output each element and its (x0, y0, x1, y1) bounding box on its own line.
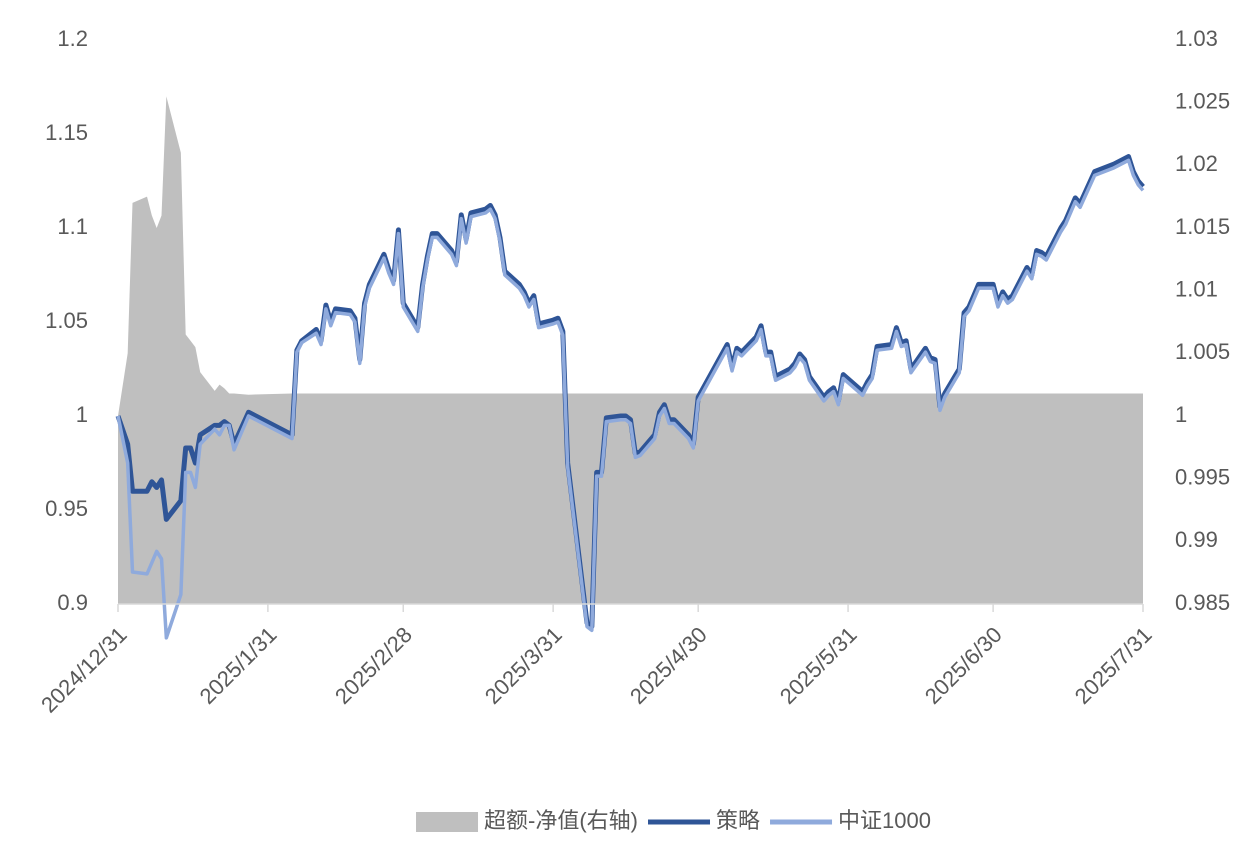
y-tick-label: 0.95 (45, 496, 88, 521)
y-tick-label: 1.1 (57, 214, 88, 239)
legend-swatch (416, 812, 479, 832)
y2-tick-label: 1.03 (1175, 26, 1218, 51)
y2-tick-label: 0.99 (1175, 527, 1218, 552)
y2-tick-label: 1.015 (1175, 214, 1230, 239)
x-tick-label: 2025/2/28 (330, 622, 417, 709)
x-tick-label: 2025/5/31 (775, 622, 862, 709)
y2-tick-label: 1 (1175, 402, 1187, 427)
x-tick-label: 2025/1/31 (195, 622, 282, 709)
x-tick-label: 2025/6/30 (920, 622, 1007, 709)
y2-tick-label: 1.01 (1175, 276, 1218, 301)
legend-label: 中证1000 (838, 808, 931, 833)
y-tick-label: 1.2 (57, 26, 88, 51)
y2-tick-label: 1.025 (1175, 88, 1230, 113)
area (118, 96, 1143, 605)
legend-label: 策略 (716, 808, 760, 833)
y2-tick-label: 1.02 (1175, 151, 1218, 176)
line (116, 158, 1145, 640)
y2-tick-label: 0.985 (1175, 590, 1230, 615)
y-tick-label: 1 (76, 402, 88, 427)
x-tick-label: 2025/7/31 (1070, 622, 1157, 709)
y-tick-label: 1.05 (45, 308, 88, 333)
x-tick-label: 2025/3/31 (480, 622, 567, 709)
y-tick-label: 1.15 (45, 120, 88, 145)
legend: 超额-净值(右轴) 策略 中证1000 (416, 808, 931, 833)
y2-tick-label: 0.995 (1175, 464, 1230, 489)
plot-area (115, 96, 1145, 640)
y2-tick-label: 1.005 (1175, 339, 1230, 364)
legend-label: 超额-净值(右轴) (484, 808, 638, 833)
x-tick-label: 2024/12/31 (36, 622, 132, 718)
y-tick-label: 0.9 (57, 590, 88, 615)
x-tick-label: 2025/4/30 (625, 622, 712, 709)
